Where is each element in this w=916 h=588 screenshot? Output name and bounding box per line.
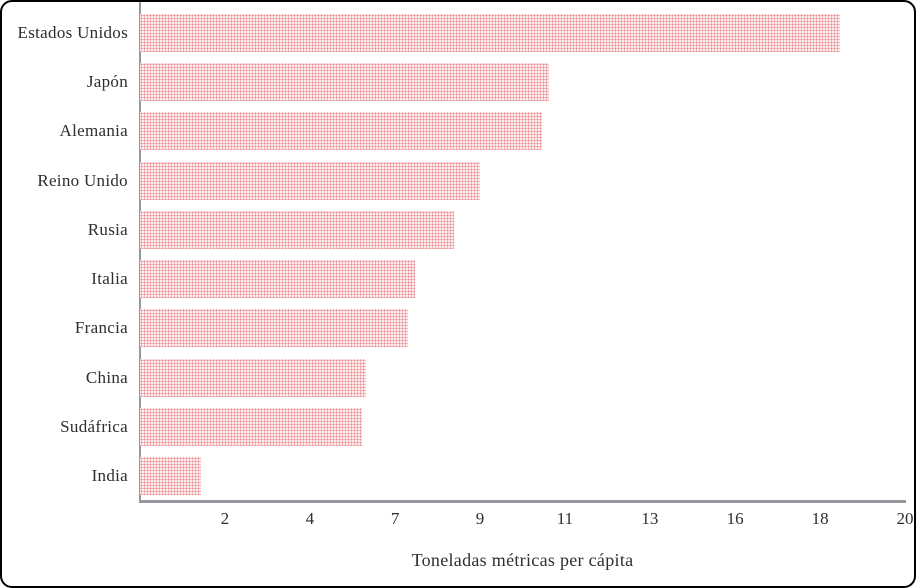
x-tick-label: 4 (305, 509, 315, 528)
category-label: China (85, 367, 128, 387)
category-label: Alemania (59, 121, 128, 141)
x-tick-label: 11 (556, 509, 574, 528)
x-tick-label: 18 (811, 509, 829, 528)
bar-track (140, 107, 905, 156)
bar-row: Estados Unidos (2, 8, 905, 57)
category-label: Japón (86, 71, 128, 91)
x-tick-label: 7 (390, 509, 400, 528)
bar-row: Reino Unido (2, 156, 905, 205)
category-label: Rusia (87, 219, 128, 239)
category-label: India (91, 466, 128, 486)
x-tick-label: 13 (641, 509, 659, 528)
bar (140, 408, 362, 447)
x-axis-line (139, 500, 906, 503)
bar (140, 210, 454, 249)
bar (140, 309, 408, 348)
bar-track (140, 452, 905, 501)
bar-row: Francia (2, 304, 905, 353)
bar (140, 112, 542, 151)
bar-row: Rusia (2, 205, 905, 254)
category-label: Italia (91, 269, 128, 289)
x-tick-label: 20 (896, 509, 914, 528)
y-axis-line (139, 2, 141, 503)
category-label: Reino Unido (37, 170, 128, 190)
category-label: Sudáfrica (60, 417, 128, 437)
bar-row: India (2, 452, 905, 501)
bar (140, 457, 202, 496)
bar (140, 161, 481, 200)
category-label: Francia (74, 318, 128, 338)
bar-row: Sudáfrica (2, 402, 905, 451)
category-label: Estados Unidos (17, 22, 128, 42)
bar-row: Italia (2, 254, 905, 303)
bar-track (140, 254, 905, 303)
bar-track (140, 304, 905, 353)
x-tick-label: 2 (220, 509, 230, 528)
bar-row: China (2, 353, 905, 402)
bar-track (140, 205, 905, 254)
bar (140, 358, 366, 397)
bar-track (140, 57, 905, 106)
bar (140, 260, 416, 299)
x-tick-label: 16 (726, 509, 744, 528)
bar-rows: Estados Unidos Japón Alemania Reino Unido Ru… (2, 8, 905, 501)
bar-track (140, 353, 905, 402)
bar-track (140, 8, 905, 57)
bar (140, 13, 840, 52)
bar-track (140, 402, 905, 451)
bar-row: Alemania (2, 107, 905, 156)
bar-row: Japón (2, 57, 905, 106)
x-axis-ticks: 2 4 7 9 11 13 16 18 20 (140, 509, 914, 533)
bar-track (140, 156, 905, 205)
bar (140, 62, 550, 101)
x-axis-title: Toneladas métricas per cápita (411, 550, 634, 570)
x-tick-label: 9 (475, 509, 485, 528)
